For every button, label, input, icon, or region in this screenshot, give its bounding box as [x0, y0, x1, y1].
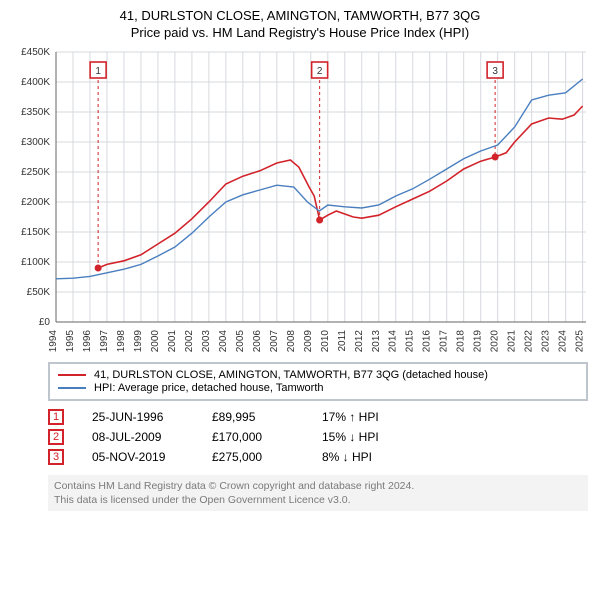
legend: 41, DURLSTON CLOSE, AMINGTON, TAMWORTH, … [48, 362, 588, 401]
footer-line: This data is licensed under the Open Gov… [54, 493, 582, 507]
svg-text:2011: 2011 [337, 330, 348, 352]
chart-title: 41, DURLSTON CLOSE, AMINGTON, TAMWORTH, … [8, 8, 592, 23]
marker-delta: 8% ↓ HPI [322, 450, 372, 464]
footer-line: Contains HM Land Registry data © Crown c… [54, 479, 582, 493]
svg-text:2005: 2005 [235, 330, 246, 353]
svg-text:2000: 2000 [150, 330, 161, 353]
marker-price: £275,000 [212, 450, 322, 464]
legend-label: HPI: Average price, detached house, Tamw… [94, 382, 324, 394]
marker-id-box: 3 [48, 449, 64, 465]
svg-text:£100K: £100K [21, 257, 50, 268]
legend-swatch [58, 387, 86, 389]
svg-text:2009: 2009 [303, 330, 314, 353]
svg-text:2003: 2003 [201, 330, 212, 353]
svg-text:2024: 2024 [558, 330, 569, 353]
svg-text:£400K: £400K [21, 77, 50, 88]
svg-text:2010: 2010 [320, 330, 331, 353]
marker-date: 05-NOV-2019 [92, 450, 212, 464]
svg-text:£300K: £300K [21, 137, 50, 148]
svg-text:1: 1 [95, 66, 101, 77]
svg-text:£150K: £150K [21, 227, 50, 238]
svg-text:1996: 1996 [82, 330, 93, 353]
marker-id-box: 2 [48, 429, 64, 445]
marker-table-row: 1 25-JUN-1996£89,99517% ↑ HPI [48, 409, 588, 425]
price-chart: £0 £50K £100K £150K £200K £250K £300K £350K £400… [8, 46, 592, 356]
legend-row: HPI: Average price, detached house, Tamw… [58, 382, 578, 394]
svg-text:£350K: £350K [21, 107, 50, 118]
marker-price: £89,995 [212, 410, 322, 424]
svg-text:2013: 2013 [371, 330, 382, 353]
svg-text:£50K: £50K [27, 287, 51, 298]
marker-delta: 17% ↑ HPI [322, 410, 379, 424]
svg-text:2: 2 [317, 66, 323, 77]
svg-text:2020: 2020 [490, 330, 501, 353]
chart-container: £0 £50K £100K £150K £200K £250K £300K £350K £400… [8, 46, 592, 356]
marker-table-row: 3 05-NOV-2019£275,0008% ↓ HPI [48, 449, 588, 465]
marker-dot [316, 217, 323, 224]
marker-table-row: 2 08-JUL-2009£170,00015% ↓ HPI [48, 429, 588, 445]
svg-text:2007: 2007 [269, 330, 280, 353]
svg-text:1997: 1997 [99, 330, 110, 353]
legend-swatch [58, 374, 86, 376]
svg-text:2016: 2016 [422, 330, 433, 353]
marker-table: 1 25-JUN-1996£89,99517% ↑ HPI 2 08-JUL-2009… [48, 409, 588, 465]
svg-text:£250K: £250K [21, 167, 50, 178]
svg-text:2018: 2018 [456, 330, 467, 353]
marker-price: £170,000 [212, 430, 322, 444]
marker-date: 25-JUN-1996 [92, 410, 212, 424]
svg-text:2015: 2015 [405, 330, 416, 353]
svg-text:2019: 2019 [473, 330, 484, 353]
svg-text:2017: 2017 [439, 330, 450, 353]
svg-text:2021: 2021 [507, 330, 518, 353]
svg-text:2004: 2004 [218, 330, 229, 353]
svg-text:1994: 1994 [48, 330, 59, 353]
svg-text:2001: 2001 [167, 330, 178, 353]
svg-text:2002: 2002 [184, 330, 195, 353]
svg-text:2025: 2025 [575, 330, 586, 353]
marker-dot [492, 154, 499, 161]
svg-text:£200K: £200K [21, 197, 50, 208]
svg-text:3: 3 [492, 66, 498, 77]
svg-text:£0: £0 [39, 317, 51, 328]
svg-text:£450K: £450K [21, 47, 50, 58]
marker-dot [95, 265, 102, 272]
svg-text:2022: 2022 [524, 330, 535, 353]
legend-row: 41, DURLSTON CLOSE, AMINGTON, TAMWORTH, … [58, 369, 578, 381]
svg-text:1998: 1998 [116, 330, 127, 353]
svg-text:2006: 2006 [252, 330, 263, 353]
legend-label: 41, DURLSTON CLOSE, AMINGTON, TAMWORTH, … [94, 369, 488, 381]
footer-attribution: Contains HM Land Registry data © Crown c… [48, 475, 588, 511]
marker-date: 08-JUL-2009 [92, 430, 212, 444]
svg-text:1999: 1999 [133, 330, 144, 353]
marker-delta: 15% ↓ HPI [322, 430, 379, 444]
svg-text:1995: 1995 [65, 330, 76, 353]
svg-text:2014: 2014 [388, 330, 399, 353]
title-block: 41, DURLSTON CLOSE, AMINGTON, TAMWORTH, … [8, 8, 592, 40]
svg-text:2008: 2008 [286, 330, 297, 353]
chart-subtitle: Price paid vs. HM Land Registry's House … [8, 25, 592, 40]
marker-id-box: 1 [48, 409, 64, 425]
svg-text:2012: 2012 [354, 330, 365, 353]
svg-text:2023: 2023 [541, 330, 552, 353]
